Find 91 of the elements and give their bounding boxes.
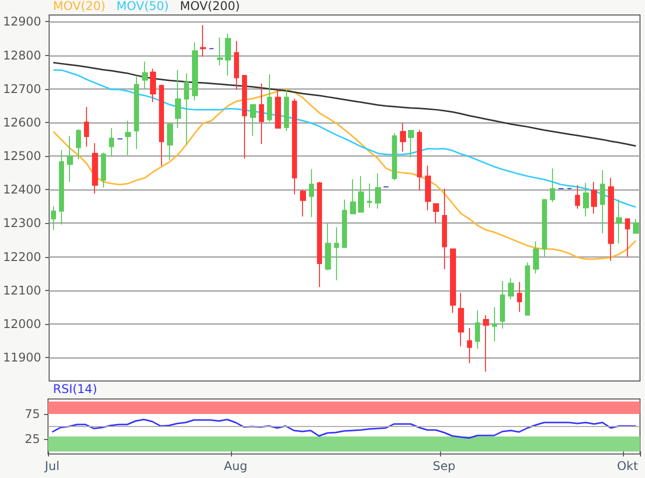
- candlestick: [125, 120, 131, 156]
- candlestick: [184, 72, 189, 144]
- candlestick: [425, 165, 431, 211]
- candlestick: [550, 168, 555, 203]
- candlestick: [225, 32, 231, 76]
- y-tick-label: 12900: [2, 14, 42, 29]
- candlestick: [175, 70, 181, 129]
- candlestick: [575, 184, 580, 210]
- candlestick: [159, 84, 164, 166]
- text: RSI(14): [53, 382, 98, 396]
- candlestick: [583, 182, 589, 217]
- candlestick: [600, 170, 605, 234]
- candlestick: [342, 199, 347, 249]
- candlestick: [325, 222, 331, 271]
- y-tick-label: 12500: [2, 149, 42, 164]
- text: MOV(200): [180, 0, 240, 13]
- line-series: [52, 62, 637, 147]
- candlestick: [192, 42, 198, 101]
- candlestick: [250, 104, 256, 136]
- y-tick-label: 75: [24, 407, 40, 421]
- candlestick: [300, 189, 306, 217]
- y-tick-label: 12800: [2, 48, 42, 62]
- candlestick: [92, 142, 98, 194]
- line-series: [52, 88, 637, 260]
- candlestick: [317, 181, 322, 288]
- candlestick: [134, 76, 139, 150]
- candlestick: [350, 178, 356, 214]
- candlestick: [542, 199, 547, 258]
- candlestick: [292, 98, 297, 195]
- candlestick: [608, 177, 614, 262]
- candlestick: [483, 314, 489, 372]
- y-tick-label: 12600: [2, 115, 42, 130]
- x-tick-label: Sep: [432, 459, 456, 473]
- text: MOV(50): [116, 0, 169, 13]
- y-tick-label: 12200: [2, 250, 42, 264]
- candlestick: [217, 36, 223, 66]
- candlestick: [375, 172, 381, 210]
- candlestick: [625, 218, 630, 258]
- candlestick: [458, 292, 464, 347]
- candlestick: [392, 132, 397, 181]
- text: MOV(20): [53, 0, 106, 13]
- x-tick-label: Okt: [616, 459, 638, 473]
- candlestick: [433, 203, 439, 224]
- y-tick-label: 11900: [2, 350, 42, 364]
- candlestick: [533, 240, 539, 274]
- candlestick: [500, 280, 505, 330]
- line-series: [51, 418, 637, 439]
- candlestick: [167, 122, 173, 161]
- candlestick: [76, 128, 81, 160]
- x-tick-label: Aug: [224, 459, 248, 473]
- candlestick: [492, 306, 497, 342]
- candlestick: [109, 128, 114, 158]
- y-tick-label: 12000: [2, 316, 42, 331]
- candlestick: [475, 310, 480, 350]
- candlestick: [67, 135, 73, 182]
- candlestick: [51, 206, 56, 230]
- candlestick: [142, 61, 148, 90]
- y-tick-label: 12700: [2, 82, 42, 96]
- candlestick: [442, 188, 447, 270]
- candlestick: [358, 176, 364, 213]
- candlestick: [400, 122, 406, 152]
- candlestick: [267, 74, 272, 122]
- candlestick: [450, 248, 456, 314]
- x-tick-label: Jul: [44, 459, 60, 473]
- y-tick-label: 25: [24, 432, 40, 446]
- candlestick: [275, 89, 281, 129]
- candlestick: [508, 278, 514, 300]
- candlestick: [84, 106, 89, 148]
- candlestick: [101, 152, 106, 188]
- y-tick-label: 12400: [2, 182, 42, 197]
- y-tick-label: 12100: [2, 283, 42, 298]
- candlestick: [591, 181, 597, 214]
- candlestick: [284, 89, 289, 132]
- y-tick-label: 12300: [2, 216, 42, 230]
- candlestick: [150, 68, 156, 102]
- candlestick: [525, 262, 530, 316]
- candlestick: [417, 129, 422, 191]
- candlestick: [467, 327, 472, 364]
- candlestick: [234, 40, 239, 90]
- candlestick: [517, 281, 522, 312]
- candlestick: [309, 168, 314, 218]
- line-series: [52, 69, 637, 208]
- candlestick: [259, 83, 264, 144]
- candlestick: [616, 199, 622, 244]
- candlestick: [242, 74, 247, 159]
- candlestick: [633, 218, 639, 234]
- candlestick: [59, 149, 64, 226]
- candlestick: [367, 183, 372, 208]
- candlestick: [408, 130, 414, 158]
- candlestick: [334, 226, 339, 281]
- candlestick: [200, 24, 206, 58]
